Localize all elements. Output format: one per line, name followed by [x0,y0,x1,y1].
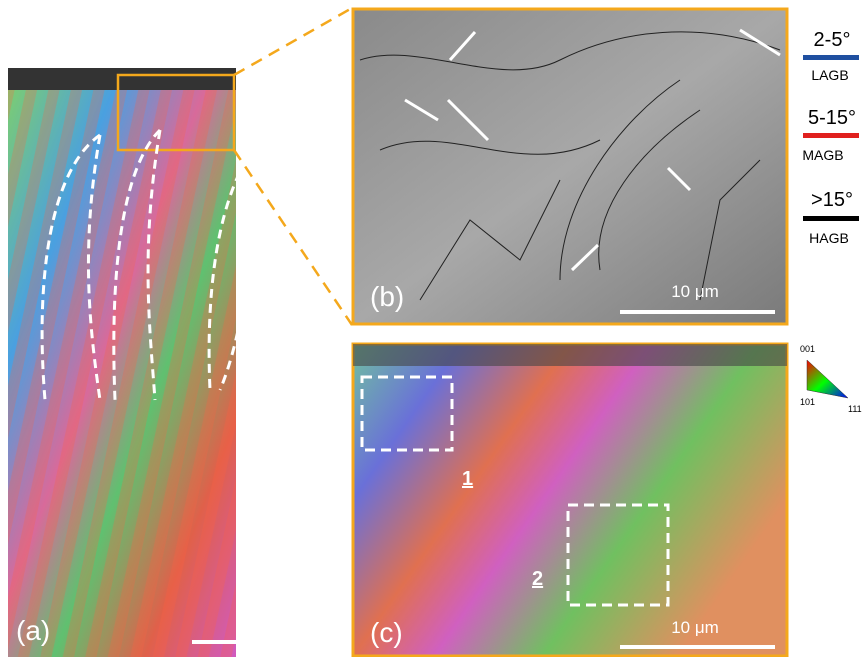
region-label: 1 [462,468,473,490]
panel-label: (a) [16,615,50,646]
legend-line [803,133,859,138]
panel-a: (a) 50 μm [8,68,332,657]
legend-angle: 2-5° [814,29,851,51]
legend-line [803,55,859,60]
ipf-label: 111 [848,404,862,414]
legend-name: MAGB [802,147,843,163]
ipf-map [353,344,787,656]
body: (a) 50 μm (b) 10 μm 1 2 (c) 10 μm 2-5° L… [0,0,867,657]
legend-name: LAGB [811,67,848,83]
panel-c: 1 2 (c) 10 μm [353,344,787,656]
legend-name: HAGB [809,230,849,246]
scale-bar [192,640,332,644]
figure: (a) 50 μm (b) 10 μm 1 2 (c) 10 μm 2-5° L… [0,0,867,657]
panel-label: (c) [370,617,403,648]
ipf-triangle [807,360,848,398]
surface-layer [8,68,236,90]
ipf-label: 001 [800,344,815,354]
legend-angle: 5-15° [808,107,856,129]
region-label: 2 [532,568,543,590]
scale-bar [620,310,775,314]
page: {"panels": {"a": {"label": "(a)", "scale… [0,0,867,657]
scale-label: 50 μm [238,613,286,632]
surface-layer [353,344,787,366]
panel-b: (b) 10 μm [353,9,787,324]
scale-label: 10 μm [671,282,719,301]
panel-label: (b) [370,281,404,312]
legend: 2-5° LAGB 5-15° MAGB >15° HAGB [802,29,859,246]
legend-angle: >15° [811,189,853,211]
scale-bar [620,645,775,649]
ipf-key: 001 101 111 [800,344,862,414]
boundary-map [353,9,787,324]
ipf-label: 101 [800,397,815,407]
zoom-lines [234,8,352,325]
scale-label: 10 μm [671,618,719,637]
legend-line [803,216,859,221]
